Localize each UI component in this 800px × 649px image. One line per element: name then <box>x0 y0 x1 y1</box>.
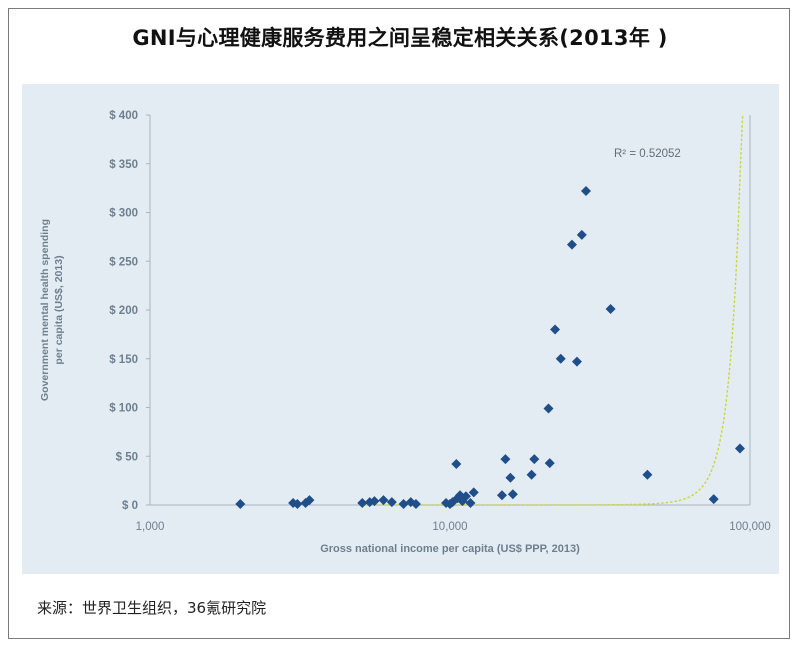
data-point <box>398 499 409 510</box>
y-tick-label: $ 100 <box>109 403 138 415</box>
x-tick-label: 100,000 <box>729 521 771 533</box>
y-tick-label: $ 300 <box>109 208 138 220</box>
data-point <box>543 403 554 414</box>
data-point <box>465 498 476 509</box>
data-point <box>378 495 389 506</box>
page-title: GNI与心理健康服务费用之间呈稳定相关关系(2013年 ) <box>132 26 668 50</box>
data-point <box>642 469 653 480</box>
data-point <box>529 454 540 465</box>
data-point <box>505 472 516 483</box>
y-tick-label: $ 0 <box>122 500 138 512</box>
data-point <box>369 496 380 507</box>
data-point <box>235 499 246 510</box>
y-tick-label: $ 200 <box>109 305 138 317</box>
x-tick-label: 1,000 <box>136 521 165 533</box>
data-point <box>566 239 577 250</box>
y-tick-label: $ 150 <box>109 354 138 366</box>
y-axis-label-line2: per capita (US$, 2013) <box>53 255 65 364</box>
data-point <box>734 443 745 454</box>
data-point <box>304 495 315 506</box>
y-tick-label: $ 50 <box>116 451 138 463</box>
source-note: 来源：世界卫生组织，36氪研究院 <box>37 599 267 617</box>
trend-line <box>359 114 744 506</box>
data-point <box>386 497 397 508</box>
data-point <box>555 353 566 364</box>
plot-background <box>22 84 779 574</box>
data-point <box>451 459 462 470</box>
data-point <box>410 499 421 510</box>
data-point <box>460 491 471 502</box>
data-point <box>550 324 561 335</box>
data-point <box>507 489 518 500</box>
data-point <box>576 229 587 240</box>
y-tick-label: $ 250 <box>109 256 138 268</box>
y-axis-label-line1: Government mental health spending <box>39 219 51 401</box>
scatter-chart: $ 0 $ 50 $ 100 $ 150 $ 200 $ 250 $ 300 $ 350 $ 4… <box>22 84 779 574</box>
chart-svg: $ 0 $ 50 $ 100 $ 150 $ 200 $ 250 $ 300 $ 350 $ 4… <box>22 84 779 574</box>
data-point <box>526 469 537 480</box>
data-point <box>357 498 368 509</box>
data-point <box>500 454 511 465</box>
y-tick-label: $ 350 <box>109 159 138 171</box>
x-tick-label: 10,000 <box>432 521 467 533</box>
data-point <box>571 356 582 367</box>
x-axis-label: Gross national income per capita (US$ PP… <box>320 543 580 555</box>
y-tick-label: $ 400 <box>109 110 138 122</box>
data-point <box>544 458 555 469</box>
data-point <box>468 487 479 498</box>
data-point <box>496 490 507 501</box>
data-point <box>708 494 719 505</box>
data-point <box>292 499 303 510</box>
data-point <box>580 186 591 197</box>
r-squared-annotation: R² = 0.52052 <box>614 148 681 160</box>
data-point <box>605 304 616 315</box>
